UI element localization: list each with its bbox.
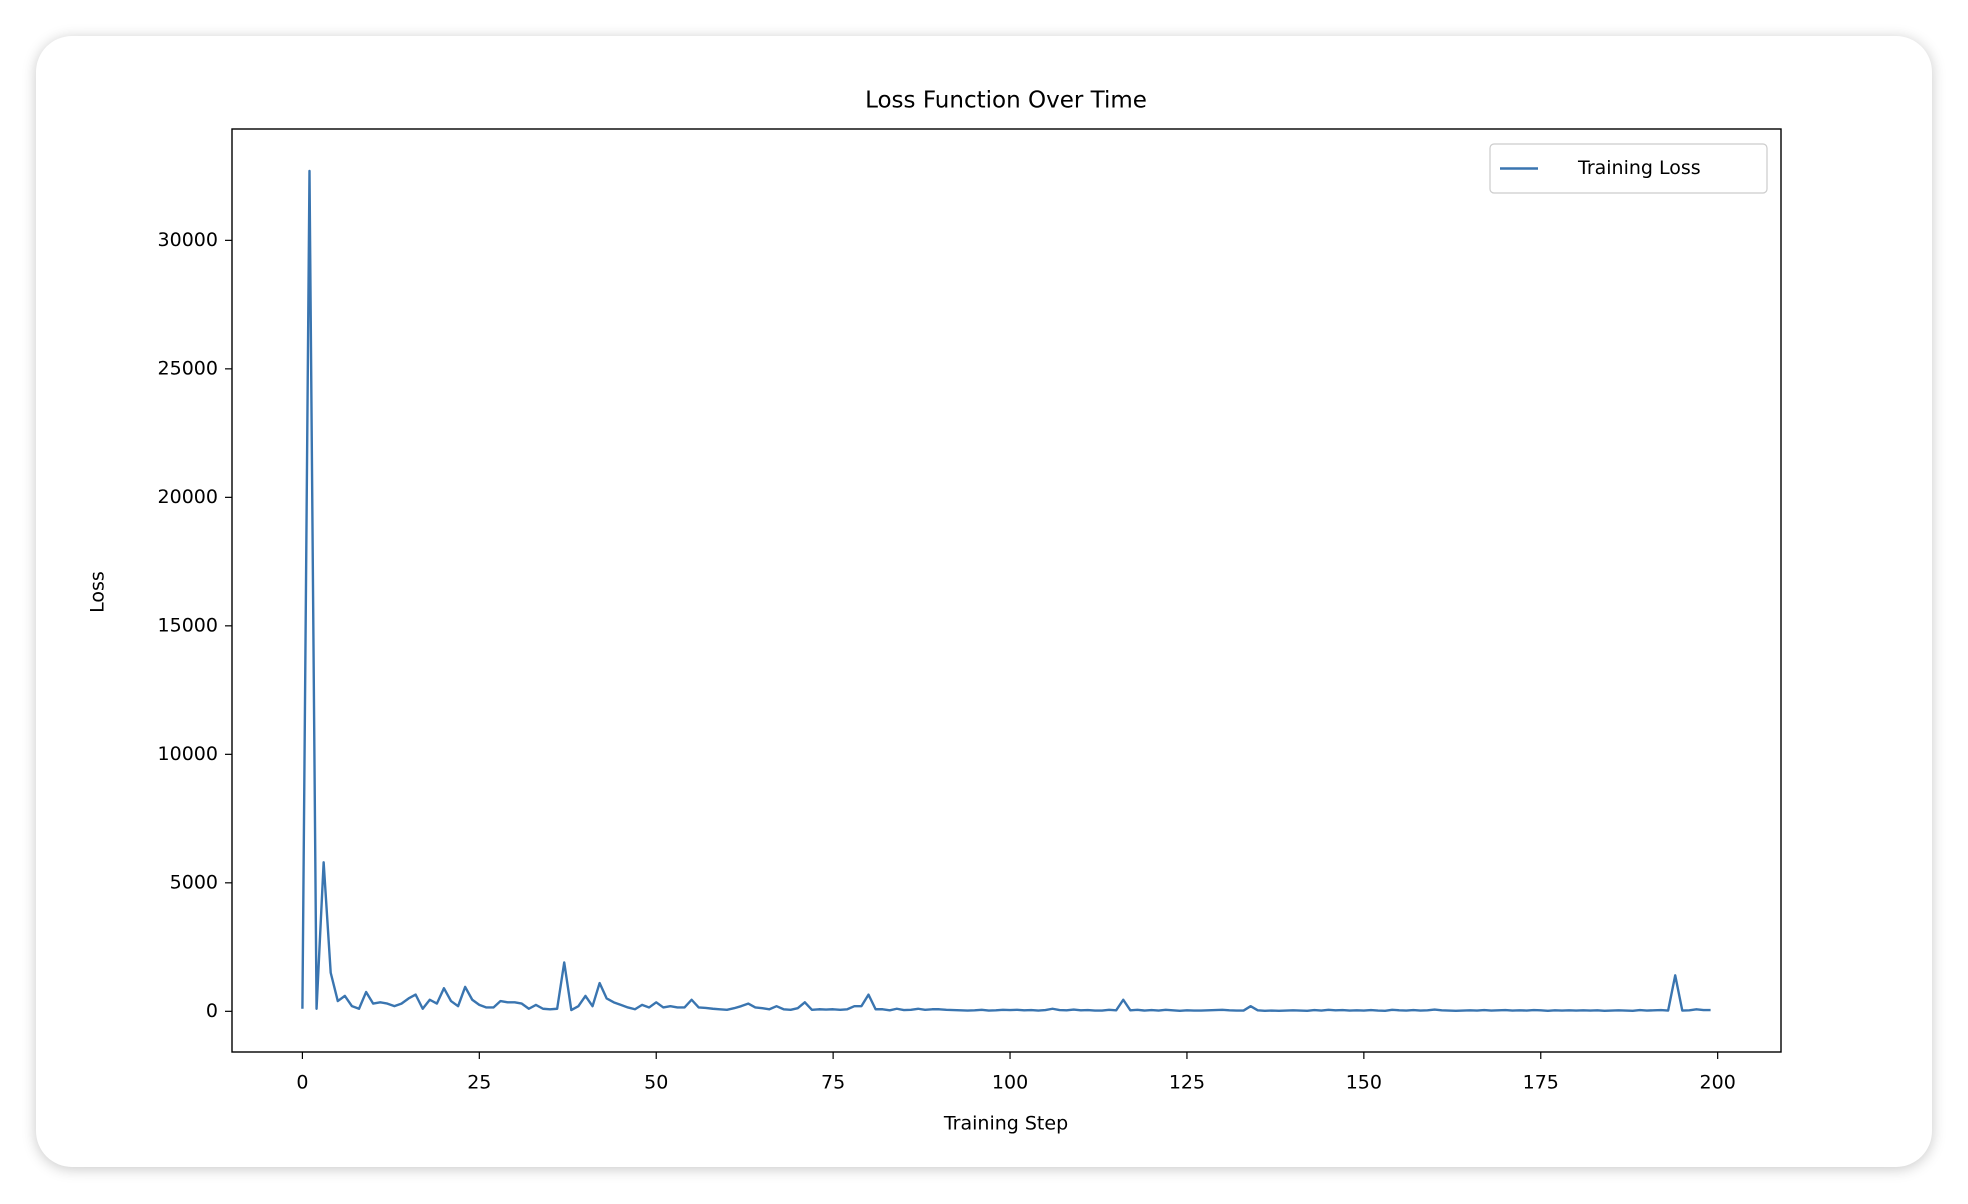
x-tick-label: 0 [296,1072,308,1094]
loss-line [301,169,1711,1012]
plot-frame [231,128,1782,1053]
chart-title: Loss Function Over Time [865,88,1147,114]
x-tick-label: 125 [1169,1072,1205,1094]
x-tick-label: 175 [1523,1072,1559,1094]
y-tick-label: 25000 [158,357,218,379]
y-tick-label: 30000 [158,229,218,251]
x-tick-label: 25 [467,1072,491,1094]
legend-label: Training Loss [1577,157,1701,179]
y-tick-label: 10000 [158,743,218,765]
card [36,36,1932,1167]
x-tick-label: 50 [644,1072,668,1094]
y-tick-label: 0 [206,1000,218,1022]
y-tick-label: 20000 [158,486,218,508]
y-tick-label: 15000 [158,614,218,636]
x-tick-label: 200 [1700,1072,1736,1094]
y-axis-label: Loss [87,571,109,613]
x-tick-label: 75 [821,1072,845,1094]
y-tick-label: 5000 [170,871,218,893]
x-tick-label: 100 [992,1072,1028,1094]
x-axis-label: Training Step [943,1113,1068,1135]
x-tick-label: 150 [1346,1072,1382,1094]
legend-box [1489,143,1768,194]
